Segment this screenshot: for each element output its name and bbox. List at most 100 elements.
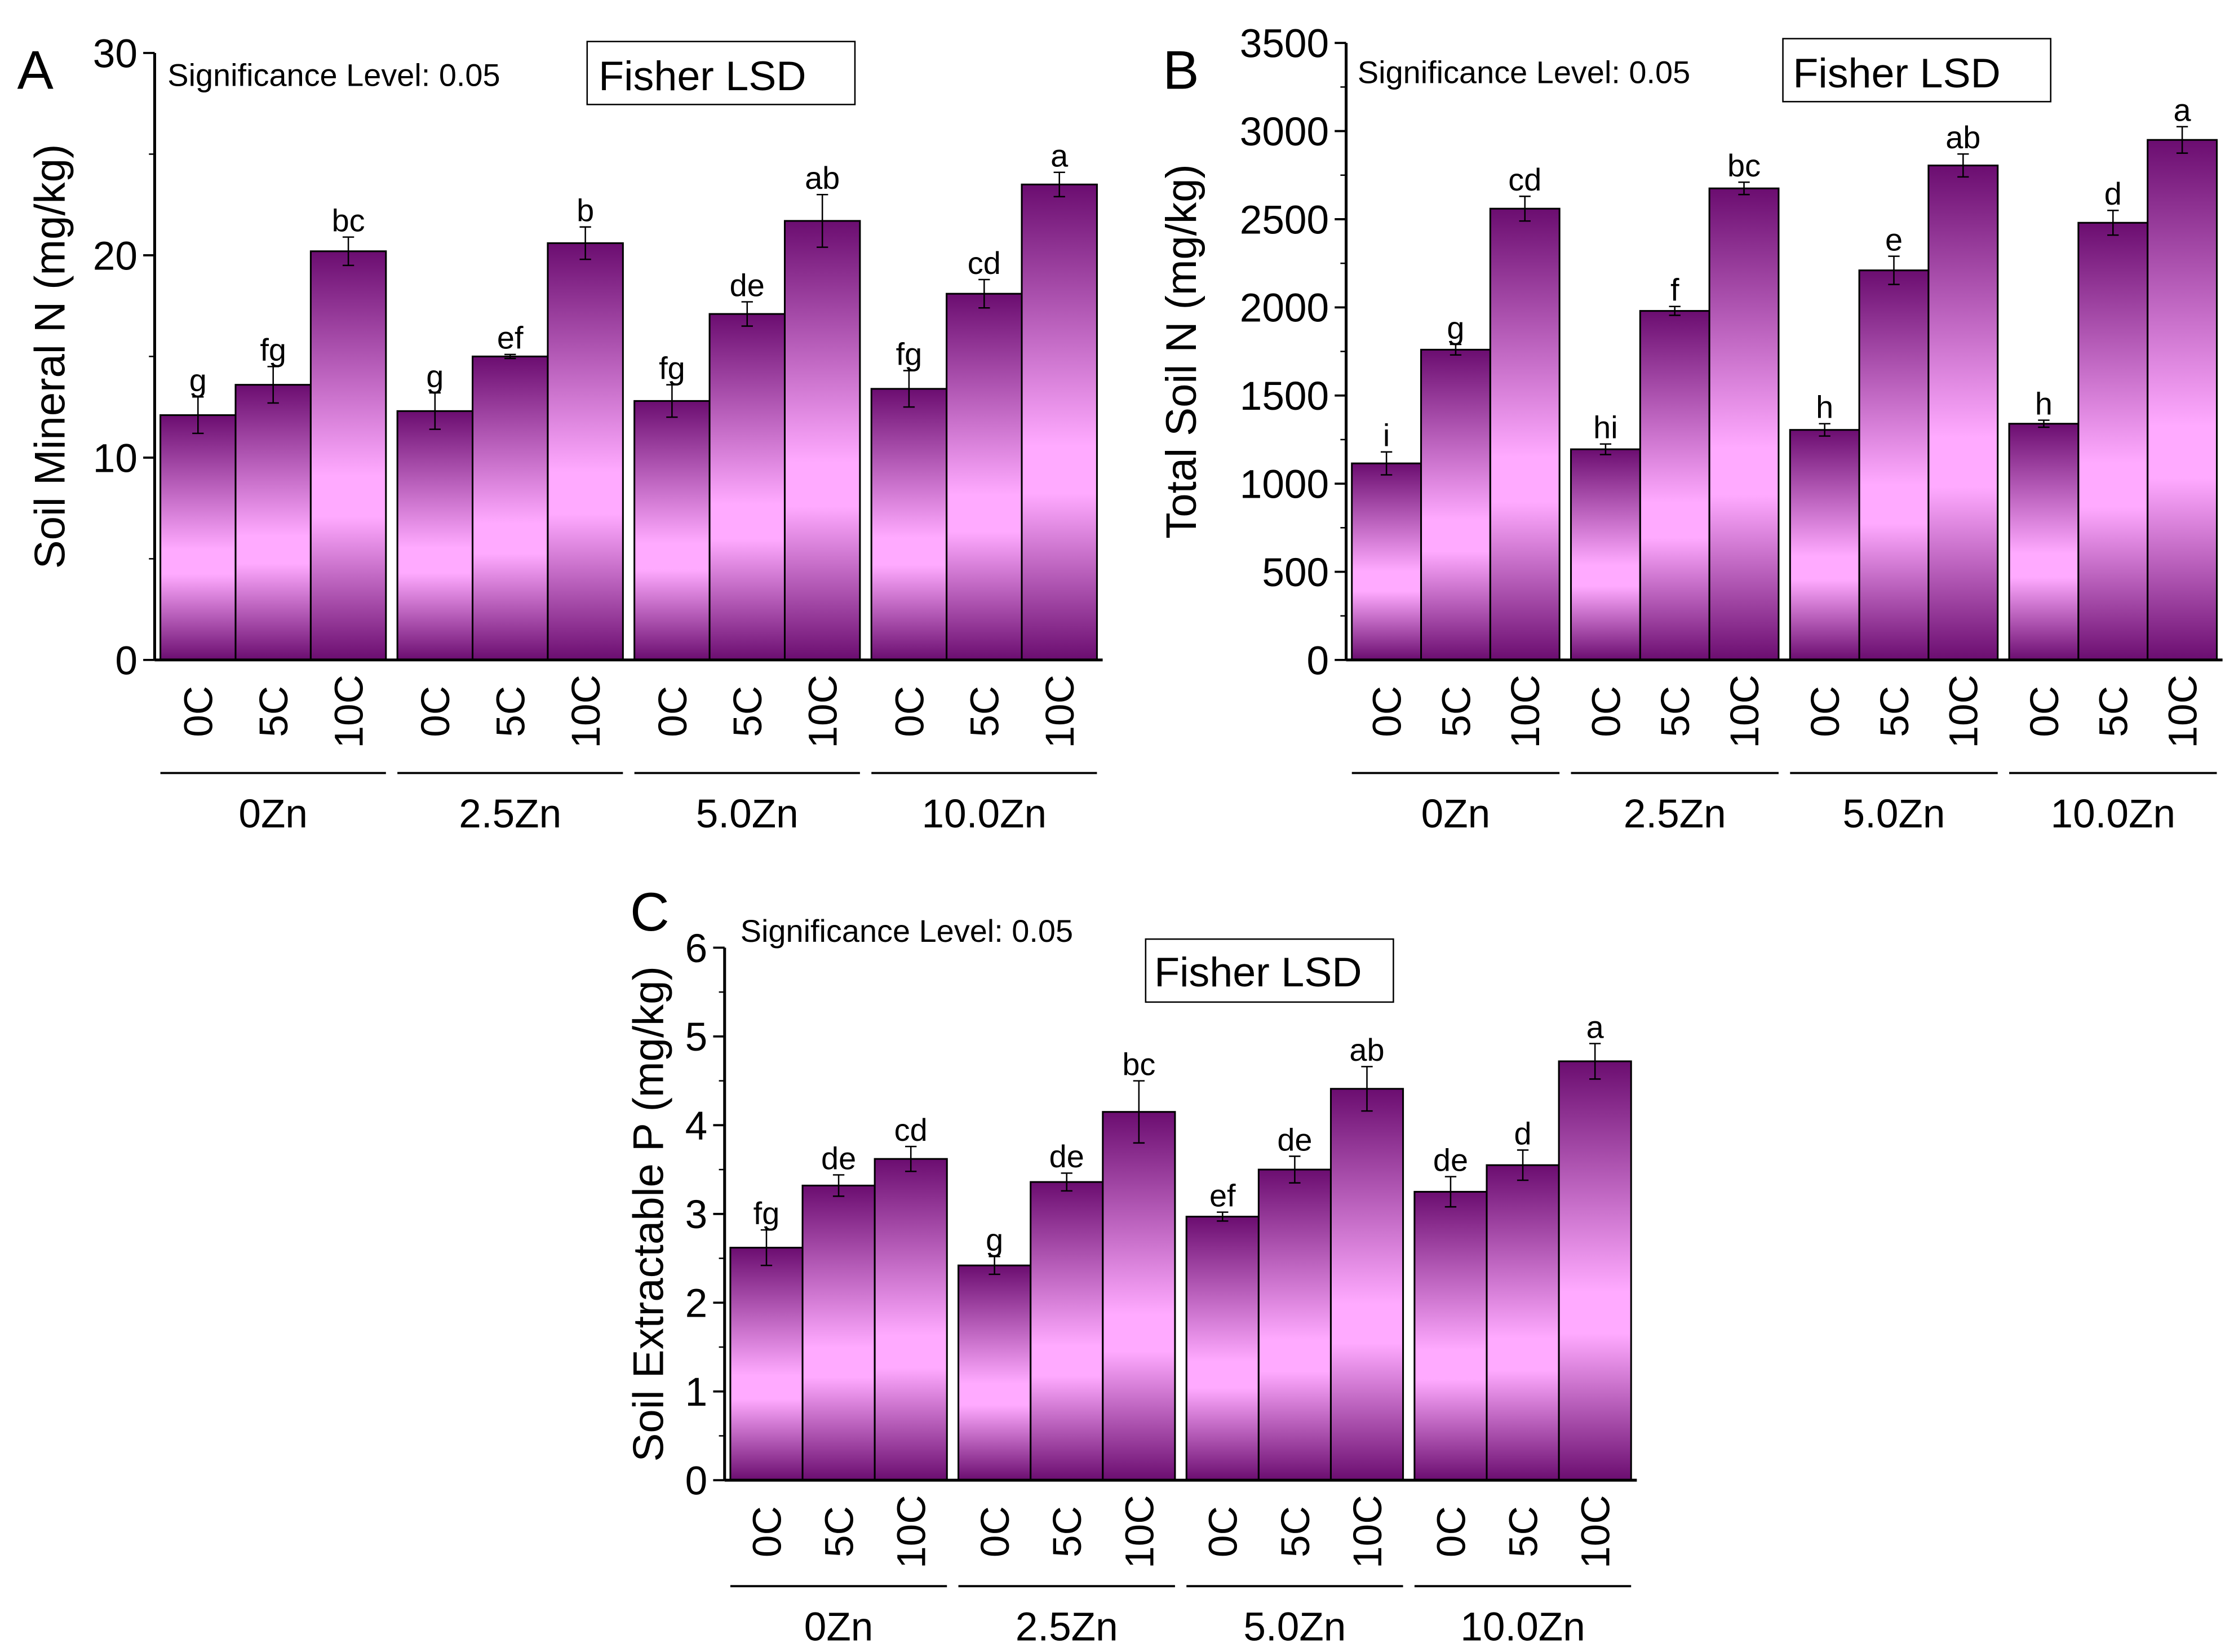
significance-letter: hi (1593, 410, 1618, 445)
significance-letter: fg (260, 332, 286, 367)
y-tick-label: 3000 (1240, 110, 1329, 154)
x-tick-label: 5C (252, 686, 296, 737)
y-tick-label: 500 (1262, 551, 1329, 595)
significance-letter: g (986, 1222, 1003, 1257)
bar (472, 355, 549, 661)
x-tick-label: 0C (1202, 1506, 1246, 1557)
y-tick-label: 2500 (1240, 198, 1329, 242)
x-tick-label: 0C (888, 686, 932, 737)
x-tick-label: 5C (489, 686, 534, 737)
significance-letter: de (1433, 1142, 1468, 1178)
significance-letter: fg (896, 336, 923, 371)
y-tick-label: 1500 (1240, 374, 1329, 419)
y-tick-label: 0 (685, 1459, 708, 1504)
x-tick-label: 5C (1045, 1506, 1090, 1557)
x-tick-label: 5C (1501, 1506, 1546, 1557)
y-tick-label: 6 (685, 927, 708, 971)
significance-letter: a (1050, 138, 1069, 174)
significance-letter: b (577, 193, 594, 228)
y-tick-label: 4 (685, 1104, 708, 1149)
group-label: 10.0Zn (1460, 1605, 1585, 1650)
bar (1021, 183, 1098, 661)
bar (2077, 222, 2149, 661)
group-label: 10.0Zn (922, 792, 1047, 836)
significance-letter: ef (497, 320, 524, 356)
bar (1639, 310, 1710, 661)
group-label: 10.0Zn (2051, 792, 2175, 836)
bar (801, 1184, 876, 1481)
x-tick-label: 5C (817, 1506, 862, 1557)
x-tick-label: 5C (726, 686, 770, 737)
bar (159, 414, 237, 661)
significance-level-note: Significance Level: 0.05 (167, 57, 500, 92)
group-label: 2.5Zn (1016, 1605, 1118, 1650)
bar (708, 313, 786, 661)
x-tick-label: 5C (1654, 686, 1698, 737)
bar (2147, 139, 2218, 661)
panel-label: B (1163, 40, 1199, 100)
bar (234, 384, 312, 661)
x-tick-label: 10C (327, 675, 372, 748)
bar (1789, 429, 1860, 661)
significance-level-note: Significance Level: 0.05 (741, 913, 1073, 949)
x-tick-label: 10C (1574, 1495, 1619, 1568)
significance-letter: de (730, 267, 765, 303)
y-tick-label: 20 (93, 234, 138, 278)
x-tick-label: 10C (1723, 675, 1767, 748)
bar (874, 1158, 948, 1481)
x-tick-label: 5C (2092, 686, 2137, 737)
bar (946, 293, 1023, 661)
y-tick-label: 3500 (1240, 22, 1329, 67)
significance-letter: a (1586, 1009, 1604, 1044)
significance-letter: bc (1727, 148, 1761, 183)
y-tick-label: 2000 (1240, 286, 1329, 331)
group-label: 0Zn (238, 792, 308, 836)
significance-letter: bc (332, 202, 365, 238)
x-tick-label: 0C (1366, 686, 1410, 737)
bar (1257, 1168, 1332, 1481)
x-tick-label: 5C (1873, 686, 1917, 737)
group-label: 0Zn (1421, 792, 1491, 836)
y-tick-label: 5 (685, 1015, 708, 1060)
panel-label: C (630, 882, 670, 942)
significance-letter: a (2174, 92, 2192, 128)
y-tick-label: 0 (115, 639, 138, 683)
significance-letter: ab (1349, 1032, 1384, 1068)
bar (1185, 1216, 1260, 1481)
bar (1413, 1190, 1488, 1481)
chart-panel-c: Cfg0Cde5Ccd10C0Zng0Cde5Cbc10C2.5Znef0Cde… (624, 882, 1637, 1650)
x-tick-label: 0C (1803, 686, 1848, 737)
significance-letter: h (1816, 389, 1833, 425)
bar (1570, 448, 1641, 661)
fisher-lsd-label: Fisher LSD (599, 52, 806, 99)
y-tick-label: 0 (1307, 639, 1329, 683)
significance-letter: de (1277, 1122, 1312, 1157)
significance-letter: i (1383, 418, 1390, 453)
chart-panel-b: Bi 0C g 5C cd 10C 0Zn hi 0C f 5C bc 10C 2.5Zn h 0C e 5C ab… (1158, 22, 2223, 836)
bar (870, 388, 948, 661)
y-tick-label: 3 (685, 1193, 708, 1237)
group-label: 5.0Zn (696, 792, 799, 836)
panel-label: A (17, 40, 54, 100)
bar (1351, 462, 1422, 661)
bar (1858, 269, 1930, 661)
bar (1708, 187, 1780, 661)
group-label: 0Zn (804, 1605, 874, 1650)
bar (1030, 1181, 1104, 1481)
bar (958, 1264, 1032, 1481)
bar (396, 410, 474, 661)
significance-letter: d (2104, 176, 2122, 211)
legend-box (1145, 938, 1394, 1003)
x-tick-label: 5C (963, 686, 1008, 737)
y-tick-label: 1000 (1240, 463, 1329, 507)
x-tick-label: 0C (2023, 686, 2067, 737)
bar (2008, 423, 2080, 661)
bar (309, 250, 387, 661)
bar (1486, 1164, 1560, 1481)
x-tick-label: 10C (890, 1495, 934, 1568)
significance-letter: ab (1945, 119, 1980, 155)
x-tick-label: 5C (1274, 1506, 1318, 1557)
significance-level-note: Significance Level: 0.05 (1358, 54, 1690, 90)
legend-box (1782, 38, 2052, 103)
